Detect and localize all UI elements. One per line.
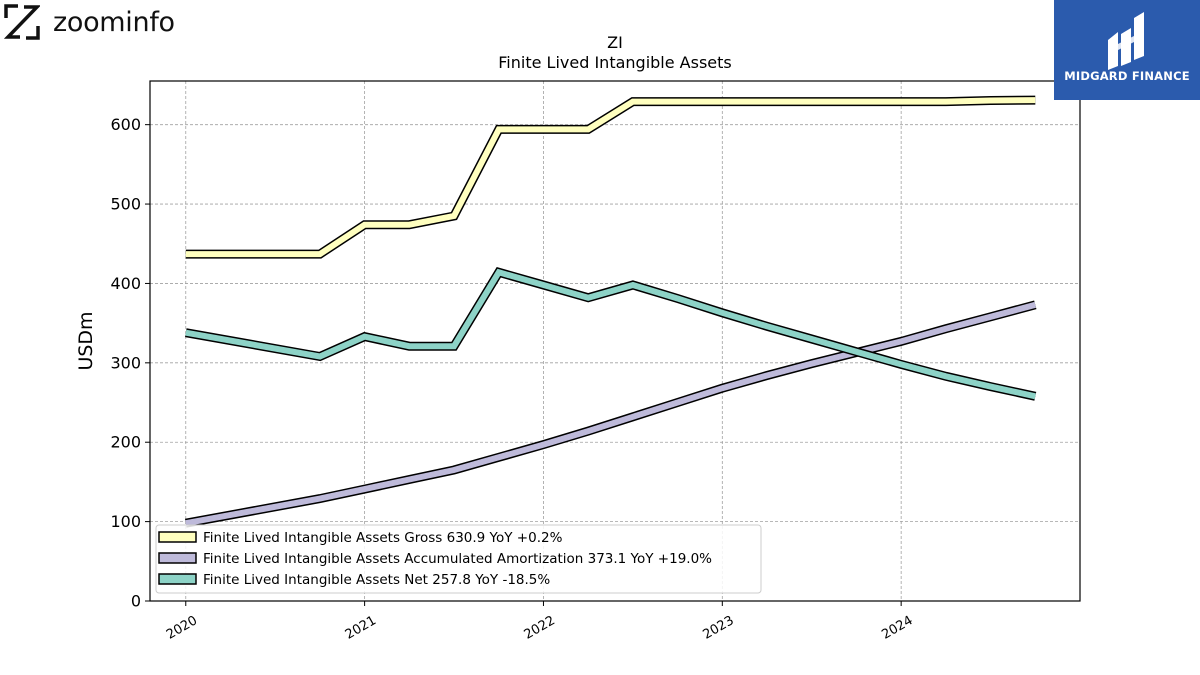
- chart-title: ZI: [607, 33, 623, 52]
- y-tick-label: 300: [110, 353, 141, 372]
- series-line: [185, 97, 1036, 258]
- legend-swatch: [158, 573, 197, 585]
- chart-subtitle: Finite Lived Intangible Assets: [498, 53, 731, 72]
- legend-label: Finite Lived Intangible Assets Net 257.8…: [203, 572, 550, 588]
- series-layer: [184, 95, 1037, 528]
- series-line: [185, 301, 1037, 527]
- zoominfo-mark-icon: [4, 4, 40, 40]
- y-tick-label: 200: [110, 433, 141, 452]
- midgard-emblem-icon: [1108, 12, 1144, 70]
- zoominfo-wordmark: zoominfo: [53, 6, 175, 38]
- series-line: [185, 268, 1036, 400]
- y-axis-label: USDm: [75, 311, 97, 370]
- legend-items: Finite Lived Intangible Assets Gross 630…: [158, 530, 712, 588]
- legend-label: Finite Lived Intangible Assets Accumulat…: [203, 551, 712, 567]
- legend-swatch: [158, 552, 197, 564]
- legend: Finite Lived Intangible Assets Gross 630…: [155, 524, 762, 594]
- zoominfo-logo: zoominfo: [4, 4, 175, 40]
- y-tick-label: 500: [110, 195, 141, 214]
- grid-layer: [150, 81, 1080, 602]
- series-3: [185, 267, 1037, 401]
- midgard-finance-name: MIDGARD FINANCE: [1064, 69, 1190, 83]
- series-1: [185, 95, 1036, 259]
- y-tick-label: 600: [110, 115, 141, 134]
- x-tick-label: 2022: [522, 613, 558, 643]
- plot-frame: [149, 80, 1081, 602]
- legend-label: Finite Lived Intangible Assets Gross 630…: [203, 530, 563, 546]
- series-2: [184, 300, 1037, 528]
- x-tick-label: 2024: [879, 613, 915, 643]
- x-tick-label: 2021: [343, 613, 379, 643]
- midgard-finance-logo: MIDGARD FINANCE: [1054, 0, 1200, 100]
- x-tick-label: 2023: [700, 613, 736, 643]
- series-line-outline: [185, 95, 1036, 259]
- y-tick-label: 100: [110, 512, 141, 531]
- legend-box: [155, 524, 762, 594]
- legend-swatch: [158, 531, 197, 543]
- y-tick-label: 0: [131, 592, 141, 611]
- y-tick-label: 400: [110, 274, 141, 293]
- x-tick-label: 2020: [164, 613, 200, 643]
